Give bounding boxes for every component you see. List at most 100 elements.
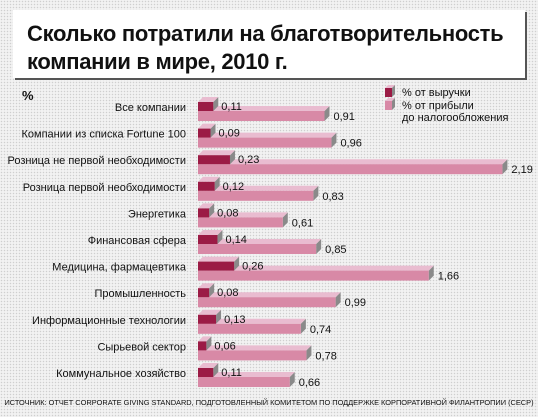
- title-box: Сколько потратили на благотворительность…: [13, 10, 525, 78]
- bar-revenue: [198, 336, 212, 351]
- legend-swatch-side: [392, 85, 395, 97]
- bar-top: [198, 150, 235, 156]
- bar-face: [198, 261, 235, 271]
- bar-side: [209, 283, 215, 298]
- bar-profit: [198, 345, 312, 361]
- legend-label: до налогообложения: [402, 112, 508, 124]
- bar-top: [198, 132, 337, 138]
- bar-face: [198, 102, 214, 111]
- bar-side: [234, 256, 240, 271]
- source-note: ИСТОЧНИК: ОТЧЕТ CORPORATE GIVING STANDAR…: [4, 398, 534, 407]
- bar-top: [198, 123, 216, 129]
- bar-side: [216, 309, 222, 324]
- value-label-revenue: 0,09: [219, 128, 240, 140]
- bar-profit: [198, 185, 319, 201]
- bar-face: [198, 208, 210, 218]
- bar-face: [198, 235, 218, 244]
- bar-face: [198, 181, 215, 191]
- bar-top: [198, 230, 223, 235]
- value-label-revenue: 0,23: [238, 154, 259, 166]
- value-label-revenue: 0,11: [221, 101, 242, 113]
- bar-profit: [198, 106, 330, 121]
- bar-face: [198, 297, 336, 308]
- bar-top: [198, 292, 341, 298]
- value-label-revenue: 0,08: [217, 287, 238, 299]
- category-label: Энергетика: [128, 208, 187, 220]
- category-label: Информационные технологии: [32, 315, 186, 327]
- legend-item: % от выручки: [385, 85, 471, 99]
- bar-revenue: [198, 283, 215, 298]
- bar-top: [198, 97, 219, 102]
- value-label-revenue: 0,13: [224, 314, 245, 326]
- bar-face: [198, 137, 332, 148]
- value-label-revenue: 0,08: [217, 207, 238, 219]
- bar-profit: [198, 318, 306, 334]
- value-label-profit: 1,66: [438, 271, 459, 283]
- bar-revenue: [198, 203, 215, 218]
- chart-title: Сколько потратили на благотворительность…: [27, 21, 504, 74]
- bar-side: [210, 123, 216, 138]
- bar-profit: [198, 132, 337, 148]
- category-label: Финансовая сфера: [88, 235, 187, 247]
- bar-face: [198, 128, 211, 138]
- bar-revenue: [198, 97, 219, 111]
- bar-top: [198, 239, 322, 244]
- bar-top: [198, 318, 306, 324]
- bar-revenue: [198, 230, 223, 244]
- bar-top: [198, 345, 312, 351]
- bar-top: [198, 106, 330, 111]
- value-label-revenue: 0,12: [223, 181, 244, 193]
- bar-revenue: [198, 363, 219, 377]
- value-label-revenue: 0,11: [221, 367, 242, 379]
- legend-swatch: [385, 101, 392, 110]
- legend-label: % от прибыли: [402, 100, 474, 112]
- value-label-revenue: 0,14: [225, 234, 246, 246]
- bar-top: [198, 159, 508, 165]
- bar-top: [198, 212, 288, 218]
- bar-top: [198, 372, 295, 377]
- value-label-profit: 0,74: [310, 324, 331, 336]
- bar-revenue: [198, 256, 240, 271]
- bar-revenue: [198, 150, 235, 165]
- bar-profit: [198, 265, 434, 281]
- category-label: Компании из списка Fortune 100: [22, 129, 186, 141]
- bar-side: [229, 150, 235, 165]
- bar-revenue: [198, 176, 220, 191]
- category-label: Розница первой необходимости: [23, 182, 186, 194]
- category-label: Розница не первой необходимости: [8, 155, 187, 167]
- bar-face: [198, 244, 317, 254]
- legend-label: % от выручки: [402, 87, 471, 99]
- legend-swatch-top: [385, 98, 395, 101]
- bar-face: [198, 314, 217, 324]
- value-label-profit: 0,78: [315, 350, 336, 362]
- bar-top: [198, 185, 319, 191]
- bar-top: [198, 203, 215, 209]
- bar-side: [209, 203, 215, 218]
- bar-profit: [198, 372, 295, 387]
- unit-label: %: [22, 88, 34, 103]
- category-label: Промышленность: [94, 288, 186, 300]
- bar-top: [198, 309, 222, 315]
- bar-face: [198, 350, 307, 361]
- value-label-profit: 0,85: [325, 244, 346, 256]
- value-label-profit: 0,83: [322, 191, 343, 203]
- bar-face: [198, 288, 210, 298]
- bar-top: [198, 283, 215, 289]
- bar-face: [198, 341, 207, 351]
- value-label-profit: 2,19: [511, 164, 532, 176]
- bar-side: [214, 176, 220, 191]
- bar-side: [213, 363, 219, 377]
- legend-swatch: [385, 88, 392, 97]
- bar-revenue: [198, 123, 216, 138]
- bar-face: [198, 155, 230, 165]
- legend-swatch-top: [385, 85, 395, 88]
- value-label-profit: 0,91: [333, 111, 354, 123]
- value-label-revenue: 0,06: [214, 340, 235, 352]
- bar-face: [198, 111, 325, 121]
- bar-face: [198, 164, 503, 175]
- value-label-profit: 0,66: [299, 377, 320, 389]
- bar-profit: [198, 239, 322, 254]
